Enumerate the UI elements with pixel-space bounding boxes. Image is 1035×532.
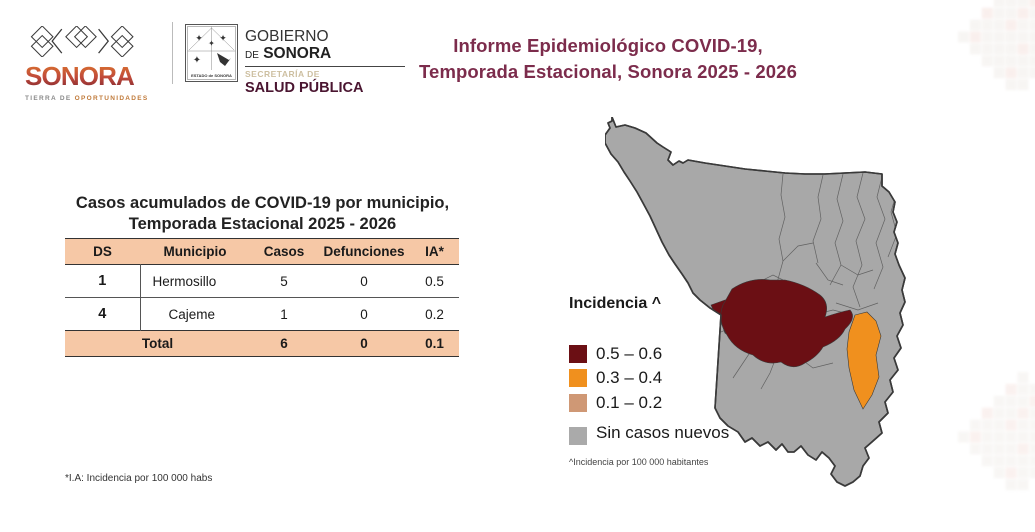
svg-text:SONORA: SONORA <box>25 62 135 91</box>
svg-text:✦: ✦ <box>208 39 215 48</box>
svg-text:✦: ✦ <box>193 55 201 66</box>
svg-text:✦: ✦ <box>219 33 227 43</box>
svg-text:ESTADO de SONORA: ESTADO de SONORA <box>191 73 232 78</box>
svg-text:✦: ✦ <box>195 33 203 43</box>
